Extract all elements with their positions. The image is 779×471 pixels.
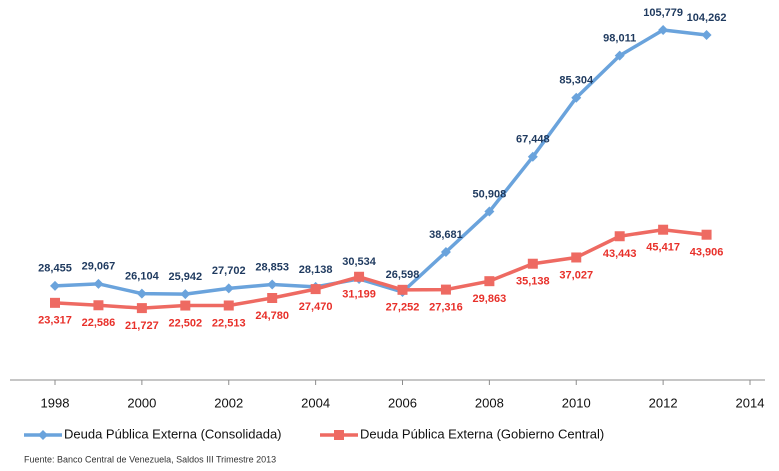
x-tick-label: 2000 [127,395,156,410]
data-label: 98,011 [603,33,636,45]
data-label: 105,779 [643,7,683,19]
data-label: 30,534 [342,256,377,268]
legend-label: Deuda Pública Externa (Gobierno Central) [360,426,604,441]
data-point [180,289,191,300]
data-label: 43,906 [690,247,724,259]
data-label: 43,443 [603,248,637,260]
data-point [440,247,451,258]
data-point [658,24,669,35]
data-point [527,258,538,269]
data-point [484,276,495,287]
data-point [310,284,321,295]
data-label: 21,727 [125,320,159,332]
data-label: 104,262 [687,12,727,24]
x-tick-label: 2010 [562,395,591,410]
data-point [50,297,60,308]
data-point [93,300,104,311]
data-label: 26,598 [386,269,420,281]
legend-marker [38,430,48,440]
data-label: 45,417 [646,242,680,254]
data-point [614,50,625,61]
data-point [93,278,104,289]
data-label: 28,455 [38,263,72,275]
data-point [136,303,147,314]
data-label: 27,702 [212,265,246,277]
series-line [54,227,707,310]
data-point [267,293,278,304]
data-point [571,92,582,103]
x-tick-label: 1998 [41,395,70,410]
data-label: 29,863 [473,293,507,305]
data-label: 28,853 [255,261,289,273]
legend-marker [334,430,344,440]
data-label: 25,942 [168,271,202,283]
data-point [571,252,582,263]
data-point [614,231,625,242]
data-label: 38,681 [429,229,463,241]
x-tick-label: 2002 [214,395,243,410]
x-tick-label: 2006 [388,395,417,410]
data-label: 22,513 [212,317,246,329]
data-label: 85,304 [559,75,594,87]
data-label: 27,470 [299,301,333,313]
data-point [223,283,234,294]
data-point [267,279,278,290]
data-label: 35,138 [516,276,550,288]
data-point [223,300,234,311]
data-point [180,300,191,311]
x-tick-label: 2008 [475,395,504,410]
data-label: 22,586 [82,317,116,329]
data-label: 29,067 [82,261,116,273]
data-point [397,284,408,295]
x-tick-label: 2004 [301,395,330,410]
data-point [658,224,669,235]
data-label: 27,252 [386,302,420,314]
data-point [354,271,365,282]
data-point [527,151,538,162]
data-label: 31,199 [342,289,376,301]
series-line [54,28,707,296]
data-label: 27,316 [429,302,463,314]
data-point [50,280,60,291]
x-tick-label: 2014 [736,395,765,410]
data-label: 37,027 [559,269,593,281]
data-label: 50,908 [473,188,507,200]
data-point [440,284,451,295]
data-point [484,206,495,217]
data-label: 28,138 [299,264,333,276]
data-label: 22,502 [168,317,202,329]
data-label: 23,317 [38,315,72,327]
data-point [136,288,147,299]
legend-label: Deuda Pública Externa (Consolidada) [64,426,282,441]
data-point [701,229,712,240]
x-tick-label: 2012 [649,395,678,410]
data-label: 24,780 [255,310,289,322]
source-note: Fuente: Banco Central de Venezuela, Sald… [24,454,276,464]
data-label: 67,448 [516,134,550,146]
data-point [701,29,712,40]
data-label: 26,104 [125,271,160,283]
